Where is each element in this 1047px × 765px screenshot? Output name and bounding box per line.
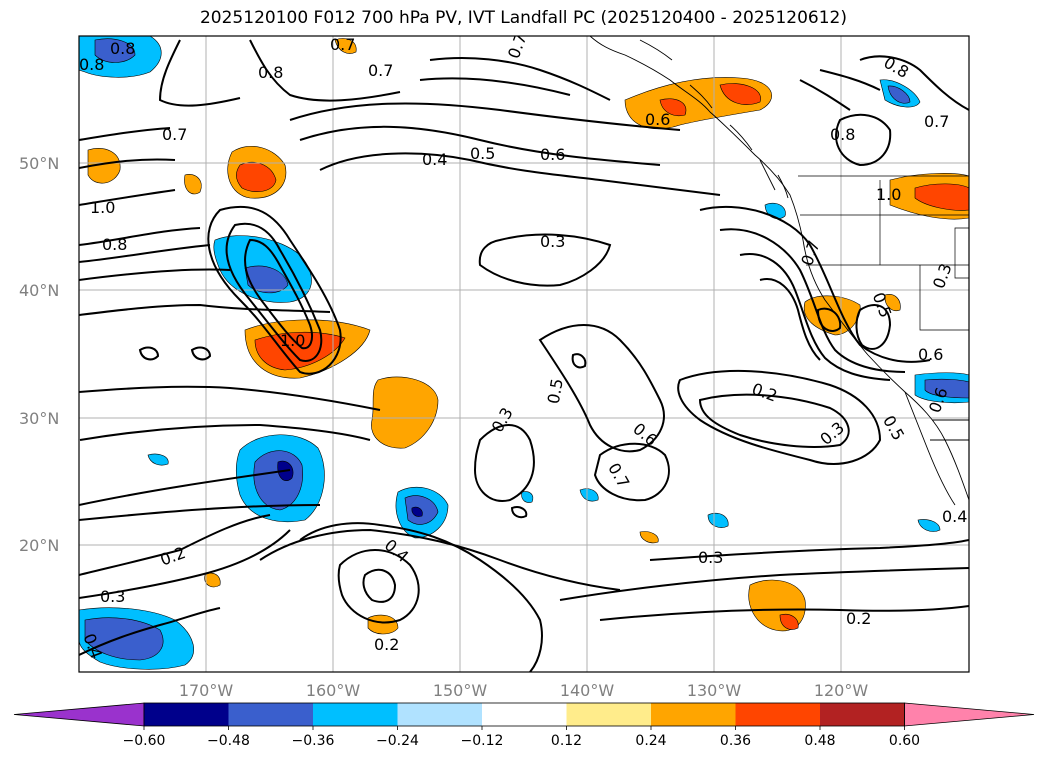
contour-label: 0.8 (110, 39, 135, 58)
colorbar-extend-low (13, 702, 145, 727)
colorbar-swatch (313, 703, 398, 726)
latitude-labels: 50°N 40°N 30°N 20°N (19, 154, 59, 555)
colorbar-extend-high (904, 702, 1035, 727)
lon-label: 140°W (560, 681, 615, 700)
colorbar-tick-label: −0.24 (376, 733, 419, 749)
colorbar-tick-label: 0.12 (551, 733, 582, 749)
map-title: 2025120100 F012 700 hPa PV, IVT Landfall… (199, 8, 847, 28)
lat-label: 30°N (19, 409, 59, 428)
contour-label: 0.6 (918, 345, 943, 364)
contour-label: 0.3 (100, 587, 125, 606)
lon-label: 150°W (433, 681, 488, 700)
colorbar-tick-label: −0.36 (292, 733, 335, 749)
map-panel: 0.8 0.8 0.7 0.7 0.8 0.7 0.6 0.7 0.8 0.7 … (79, 35, 969, 672)
positive-anomaly-shading (87, 38, 969, 635)
contour-label: 1.0 (876, 185, 901, 204)
contour-label: 1.0 (90, 198, 115, 217)
lon-label: 160°W (306, 681, 361, 700)
lon-label: 170°W (179, 681, 234, 700)
contour-label: 0.6 (645, 110, 670, 129)
coastlines (589, 36, 969, 506)
colorbar-swatch (820, 703, 905, 726)
lat-label: 20°N (19, 536, 59, 555)
contour-label: 0.7 (924, 112, 949, 131)
lon-label: 120°W (814, 681, 869, 700)
contour-label: 0.2 (374, 635, 399, 654)
contour-label: 0.4 (422, 150, 447, 169)
colorbar-swatch (482, 703, 567, 726)
contour-label: 1.0 (280, 331, 305, 350)
contour-label: 0.3 (698, 548, 723, 567)
contour-label: 0.6 (540, 145, 565, 164)
contour-label: 0.3 (540, 232, 565, 251)
colorbar-tick-label: 0.36 (720, 733, 751, 749)
colorbar-swatch (397, 703, 482, 726)
lat-label: 50°N (19, 154, 59, 173)
colorbar: −0.60 −0.48 −0.36 −0.24 −0.12 0.12 0.24 0.36 0.4… (13, 702, 1035, 749)
colorbar-swatch (651, 703, 736, 726)
colorbar-tick-label: −0.12 (461, 733, 504, 749)
pv-contours (79, 39, 969, 672)
colorbar-tick-label: −0.48 (207, 733, 250, 749)
colorbar-swatch (144, 703, 229, 726)
longitude-labels: 170°W 160°W 150°W 140°W 130°W 120°W (179, 681, 869, 700)
lon-label: 130°W (687, 681, 742, 700)
contour-label: 0.8 (830, 125, 855, 144)
contour-label: 0.5 (544, 377, 567, 405)
contour-label: 0.7 (162, 125, 187, 144)
contour-label: 0.7 (368, 61, 393, 80)
contour-label: 0.2 (846, 609, 871, 628)
contour-label: 0.8 (102, 235, 127, 254)
colorbar-tick-label: 0.60 (889, 733, 920, 749)
contour-label: 0.4 (942, 507, 967, 526)
colorbar-swatch (566, 703, 651, 726)
colorbar-tick-label: −0.60 (123, 733, 166, 749)
political-borders (798, 175, 969, 331)
colorbar-tick-label: 0.48 (804, 733, 835, 749)
colorbar-swatch (228, 703, 313, 726)
colorbar-swatch (735, 703, 820, 726)
map-frame (78, 35, 970, 673)
contour-label: 0.8 (79, 55, 104, 74)
contour-label: 0.7 (330, 35, 355, 54)
contour-label: 0.5 (470, 144, 495, 163)
contour-label: 0.8 (258, 63, 283, 82)
colorbar-tick-label: 0.24 (635, 733, 666, 749)
lat-label: 40°N (19, 281, 59, 300)
colorbar-outline (143, 702, 905, 727)
